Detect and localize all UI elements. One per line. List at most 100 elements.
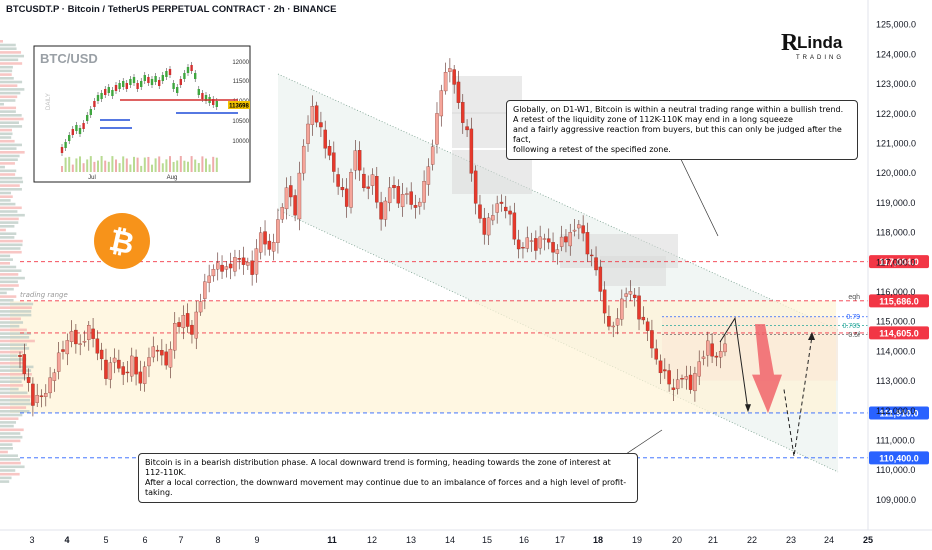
candle-body: [620, 298, 624, 320]
time-tick-label: 19: [632, 535, 642, 545]
inset-candle: [122, 81, 125, 87]
inset-volume: [136, 157, 139, 172]
volume-profile-bar: [0, 228, 6, 232]
candle-body: [637, 295, 641, 320]
inset-candle: [204, 95, 208, 101]
volume-profile-bar: [0, 217, 19, 221]
volume-profile-bar: [0, 191, 12, 195]
time-tick-label: 14: [445, 535, 455, 545]
volume-profile-bar: [0, 276, 25, 280]
inset-volume: [86, 159, 89, 172]
candle-body: [26, 377, 31, 383]
candle-body: [211, 269, 216, 277]
inset-volume: [115, 159, 117, 172]
inset-candle: [129, 79, 132, 85]
volume-profile-bar: [0, 395, 31, 398]
inset-chart: BTC/USDDAILY1200011500110001050010000113…: [33, 45, 251, 183]
candle-body: [112, 357, 117, 363]
inset-volume: [165, 159, 168, 172]
candle-body: [718, 351, 723, 358]
candle-body: [207, 275, 211, 283]
volume-profile-bar: [0, 117, 24, 121]
candle-body: [134, 356, 138, 375]
candle-body: [35, 394, 39, 403]
volume-profile-bar: [0, 77, 14, 80]
volume-profile-bar: [0, 361, 23, 365]
volume-profile-bar: [0, 280, 18, 284]
volume-profile-bar: [0, 110, 16, 113]
volume-profile-bar: [0, 221, 19, 224]
candle-body: [461, 102, 465, 123]
candle-body: [551, 242, 555, 253]
inset-candle: [111, 90, 114, 96]
candle-body: [499, 201, 504, 204]
volume-profile-bar: [0, 254, 11, 258]
volume-profile-bar: [0, 306, 32, 309]
inset-candle: [186, 67, 190, 73]
candle-body: [547, 238, 551, 243]
bitcoin-icon: [94, 213, 150, 269]
candle-body: [362, 173, 366, 189]
volume-profile-bar: [0, 454, 18, 457]
inset-month-label: Jul: [88, 175, 96, 181]
inset-volume: [151, 164, 153, 172]
volume-profile-bar: [0, 62, 23, 65]
candle-body: [448, 68, 452, 72]
volume-profile-bar: [0, 402, 35, 406]
volume-profile-bar: [0, 262, 11, 265]
inset-volume: [71, 164, 74, 172]
volume-profile-bar: [0, 321, 24, 324]
candle-body: [572, 229, 577, 232]
candle-body: [297, 172, 302, 220]
candle-body: [228, 263, 233, 269]
volume-profile-bar: [0, 310, 32, 313]
inset-volume: [161, 163, 164, 172]
inset-candle: [176, 87, 179, 93]
inset-candle: [100, 93, 103, 99]
volume-profile-bar: [0, 43, 16, 47]
candle-body: [194, 311, 198, 339]
volume-profile-bar: [0, 273, 19, 276]
inset-volume: [176, 160, 179, 172]
inset-volume: [197, 163, 200, 172]
inset-volume: [118, 163, 121, 172]
candle-body: [82, 340, 87, 343]
candle-body: [559, 236, 564, 247]
volume-profile-bar: [0, 54, 25, 58]
candle-body: [39, 395, 44, 398]
candle-body: [594, 257, 598, 271]
inset-volume: [190, 156, 193, 172]
candle-body: [340, 187, 345, 191]
callout-top: Globally, on D1-W1, Bitcoin is within a …: [506, 100, 858, 160]
level-tag-bg-2: [869, 326, 929, 340]
candle-body: [650, 330, 654, 349]
candle-body: [22, 354, 27, 375]
inset-month-label: Aug: [167, 175, 178, 181]
volume-profile-bar: [0, 88, 25, 91]
volume-profile-bar: [0, 365, 34, 369]
inset-volume: [93, 161, 96, 172]
candle-body: [332, 152, 336, 172]
candle-body: [478, 204, 482, 219]
volume-profile-bar: [0, 173, 16, 176]
time-tick-label: 17: [555, 535, 565, 545]
candle-body: [160, 350, 164, 356]
volume-profile-bar: [0, 80, 23, 84]
projection-path-2: [783, 335, 813, 457]
volume-profile-bar: [0, 158, 18, 161]
volume-profile-bar: [0, 380, 22, 383]
volume-profile-bar: [0, 369, 32, 372]
candle-body: [289, 185, 293, 198]
candle-body: [654, 348, 658, 360]
candle-body: [714, 355, 719, 358]
candle-body: [220, 264, 224, 272]
volume-profile-bar: [0, 269, 22, 272]
level-tag-3: 111,910.0: [879, 408, 918, 418]
inset-volume: [79, 156, 81, 172]
candle-body: [396, 186, 401, 204]
candle-body: [121, 366, 125, 375]
candle-body: [529, 240, 534, 242]
volume-profile-bar: [0, 154, 20, 158]
candle-body: [108, 362, 113, 380]
volume-profile-bar: [0, 313, 32, 317]
